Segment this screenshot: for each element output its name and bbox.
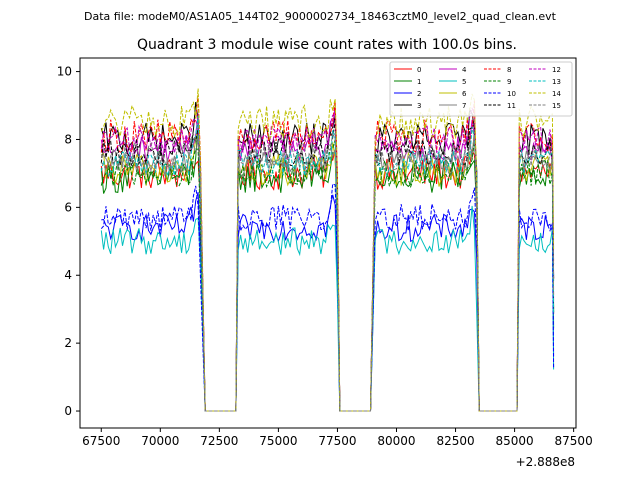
series-line-11 [100,121,555,412]
series-line-10 [100,183,555,412]
series-line-2 [101,191,555,412]
legend-label-5: 5 [462,78,466,86]
y-tick-label: 8 [64,132,72,146]
x-axis: 67500 70000 72500 75000 77500 80000 82500 85000… [82,428,593,448]
x-tick-label: 85000 [495,434,533,448]
legend-label-2: 2 [417,90,421,98]
series-line-15 [100,131,555,412]
x-tick-label: 75000 [259,434,297,448]
x-tick-label: 70000 [141,434,179,448]
y-tick-label: 10 [57,65,72,79]
series-layer [100,88,555,412]
series-line-14 [100,88,555,412]
x-tick-label: 80000 [377,434,415,448]
series-line-7 [100,128,555,412]
x-tick-label: 82500 [436,434,474,448]
legend-label-3: 3 [417,102,421,110]
y-tick-label: 4 [64,268,72,282]
legend-label-4: 4 [462,66,467,74]
legend-label-9: 9 [507,78,511,86]
y-tick-label: 6 [64,200,72,214]
axes-frame [79,57,577,429]
series-line-8 [100,95,555,412]
legend-label-0: 0 [417,66,421,74]
y-tick-label: 2 [64,336,72,350]
legend-box [389,61,573,117]
legend-label-15: 15 [552,102,561,110]
series-line-0 [100,148,555,412]
legend-label-10: 10 [507,90,516,98]
x-offset-label: +2.888e8 [516,455,575,469]
legend-label-1: 1 [417,78,421,86]
y-axis: 0 2 4 6 8 10 [57,65,80,418]
legend-label-13: 13 [552,78,561,86]
x-tick-label: 77500 [318,434,356,448]
legend-label-12: 12 [552,66,561,74]
legend-label-14: 14 [552,90,561,98]
series-line-5 [100,205,555,412]
x-tick-label: 67500 [82,434,120,448]
x-tick-label: 72500 [200,434,238,448]
chart-title: Quadrant 3 module wise count rates with … [137,37,517,53]
series-line-1 [100,125,555,412]
legend-label-8: 8 [507,66,511,74]
legend-label-11: 11 [507,102,516,110]
series-line-9 [100,139,555,412]
x-tick-label: 87500 [555,434,593,448]
series-line-12 [100,107,555,412]
legend-label-6: 6 [462,90,467,98]
data-file-header: Data file: modeM0/AS1A05_144T02_90000027… [84,10,557,23]
y-tick-label: 0 [64,404,72,418]
legend-label-7: 7 [462,102,466,110]
